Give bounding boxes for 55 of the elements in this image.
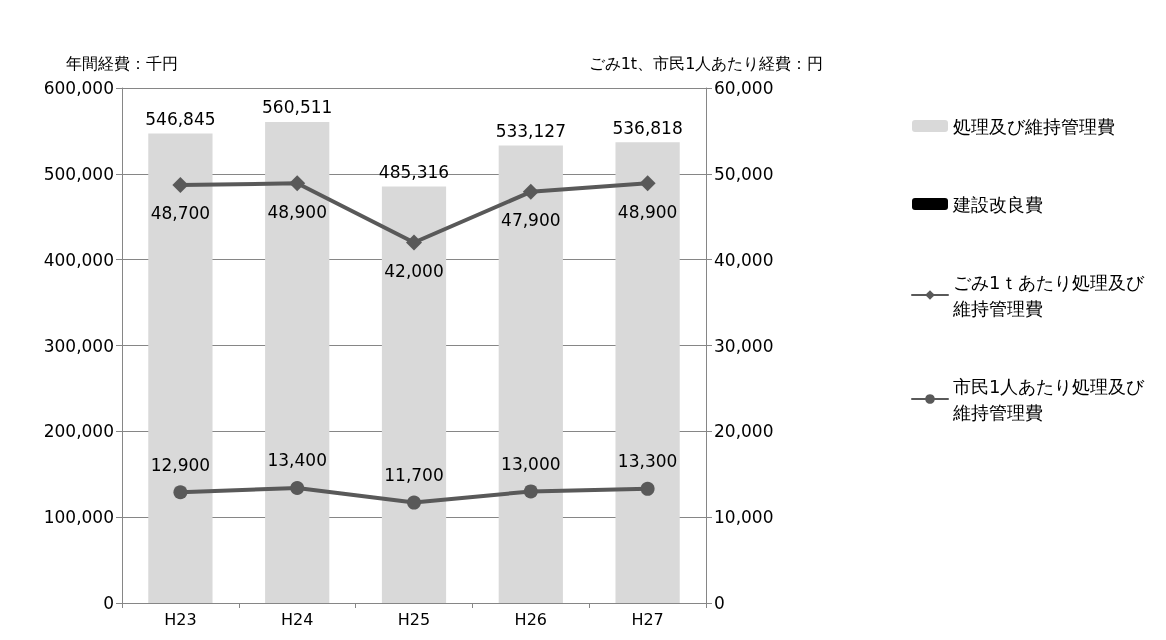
data-label: 485,316 xyxy=(378,161,450,182)
y2-tick-label: 60,000 xyxy=(714,78,774,98)
y-tick-label: 600,000 xyxy=(43,78,114,98)
point xyxy=(406,234,422,251)
bar xyxy=(381,186,447,603)
point xyxy=(639,175,656,192)
data-label: 560,511 xyxy=(262,97,333,118)
data-label: 546,845 xyxy=(145,109,216,130)
data-label: 48,700 xyxy=(150,203,211,224)
data-label: 47,900 xyxy=(501,210,561,231)
data-label: 42,000 xyxy=(384,261,444,281)
y-axis-title: 年間経費：千円 xyxy=(66,53,178,73)
data-label: 48,900 xyxy=(617,201,678,222)
bar xyxy=(148,133,213,603)
y-tick-label: 200,000 xyxy=(43,421,114,442)
point xyxy=(522,183,539,200)
x-tick-label: H27 xyxy=(631,609,664,629)
y2-tick-label: 30,000 xyxy=(714,335,774,356)
x-tick-label: H26 xyxy=(514,609,547,629)
data-label: 12,900 xyxy=(150,454,211,475)
x-tick-label: H23 xyxy=(164,609,197,629)
bar xyxy=(265,121,330,603)
data-label: 533,127 xyxy=(495,120,566,141)
y-tick-label: 100,000 xyxy=(43,507,114,528)
legend-label: 建設改良費 xyxy=(952,193,1043,215)
legend-label: ごみ1ｔあたり処理及び維持管理費 xyxy=(952,271,1146,319)
point xyxy=(289,175,306,192)
y-tick-label: 400,000 xyxy=(43,249,114,270)
y-tick-label: 500,000 xyxy=(43,163,114,184)
y-tick-label: 0 xyxy=(103,593,114,613)
point xyxy=(172,176,189,193)
legend-label: 処理及び維持管理費 xyxy=(953,115,1115,137)
point xyxy=(640,481,655,496)
point xyxy=(173,485,188,500)
legend-label: 市民1人あたり処理及び維持管理費 xyxy=(952,375,1146,423)
y2-tick-label: 40,000 xyxy=(714,249,774,270)
data-label: 13,300 xyxy=(617,451,678,472)
data-label: 13,000 xyxy=(501,453,561,474)
data-label: 11,700 xyxy=(384,465,444,486)
y2-tick-label: 20,000 xyxy=(714,421,774,442)
point xyxy=(407,495,421,510)
bar xyxy=(498,145,563,603)
x-tick-label: H25 xyxy=(397,609,431,629)
bar xyxy=(615,142,680,603)
y2-tick-label: 0 xyxy=(714,593,725,613)
x-tick-label: H24 xyxy=(281,609,314,629)
data-label: 536,818 xyxy=(612,117,683,138)
y2-axis-title: ごみ1t、市民1人あたり経費：円 xyxy=(588,53,824,73)
point xyxy=(290,480,305,495)
y2-tick-label: 10,000 xyxy=(714,507,774,528)
y-tick-label: 300,000 xyxy=(43,335,114,356)
data-label: 13,400 xyxy=(267,450,327,471)
y2-tick-label: 50,000 xyxy=(714,163,774,184)
data-label: 48,900 xyxy=(267,201,327,222)
point xyxy=(523,484,538,499)
